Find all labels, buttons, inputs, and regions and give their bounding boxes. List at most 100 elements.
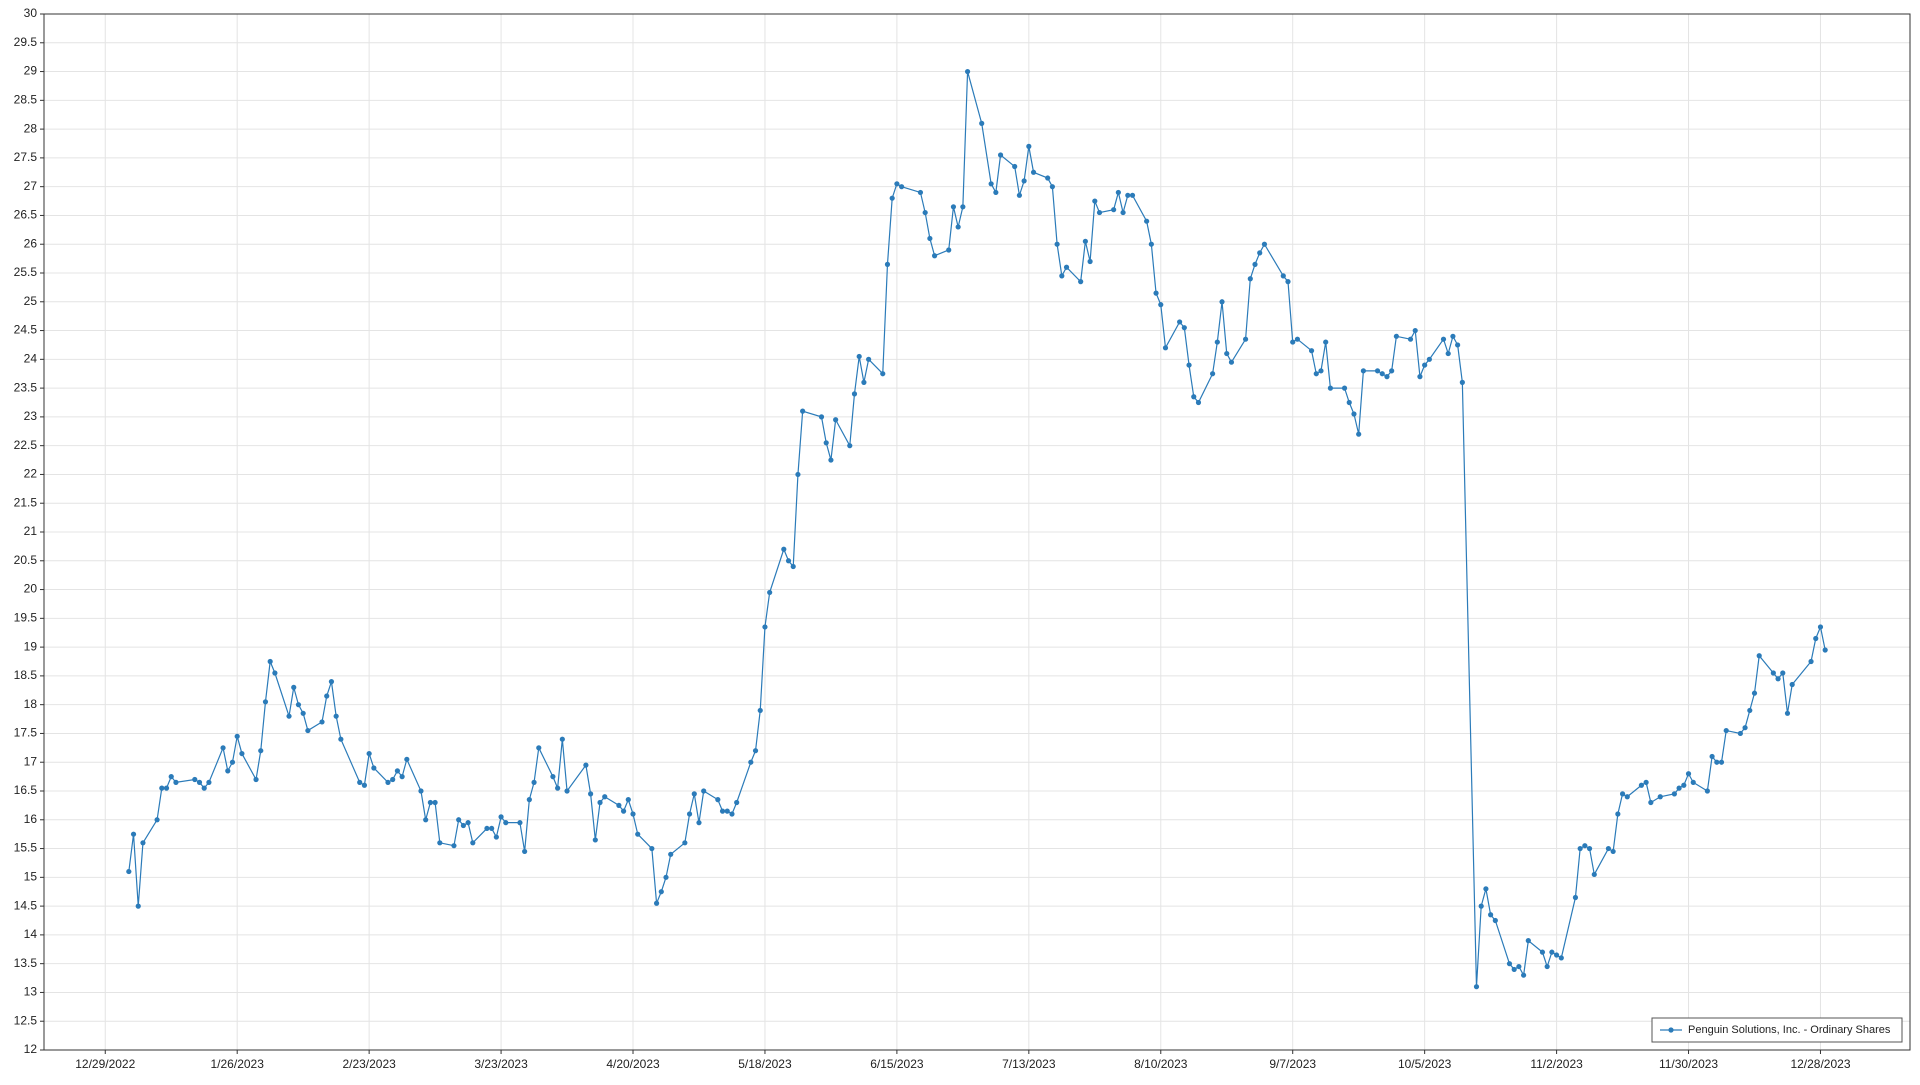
- data-point: [1087, 258, 1093, 265]
- x-tick-label: 10/5/2023: [1398, 1057, 1452, 1071]
- y-tick-label: 26: [24, 236, 38, 250]
- data-point: [1780, 670, 1786, 676]
- data-point: [559, 736, 565, 742]
- data-point: [1021, 178, 1027, 184]
- data-point: [126, 868, 132, 875]
- data-point: [997, 152, 1004, 158]
- data-point: [1016, 192, 1023, 198]
- data-point: [338, 736, 344, 742]
- data-point: [1817, 624, 1824, 630]
- data-point: [1111, 207, 1117, 213]
- data-point: [470, 840, 476, 846]
- data-point: [950, 204, 957, 210]
- data-point: [498, 814, 504, 820]
- data-point: [1280, 273, 1286, 279]
- data-point: [682, 840, 688, 846]
- data-point: [790, 563, 796, 570]
- y-tick-label: 27.5: [14, 150, 38, 164]
- y-tick-label: 29: [24, 64, 38, 78]
- data-point: [1586, 845, 1593, 852]
- data-point: [1374, 368, 1381, 374]
- data-point: [258, 748, 264, 754]
- data-point: [1488, 912, 1494, 918]
- data-point: [762, 624, 768, 630]
- data-point: [1756, 653, 1762, 659]
- data-point: [1459, 379, 1465, 385]
- y-tick-label: 13.5: [14, 956, 38, 970]
- data-point: [385, 779, 391, 785]
- data-point: [1210, 371, 1216, 377]
- data-point: [1012, 163, 1018, 170]
- data-point: [955, 224, 961, 230]
- data-point: [625, 797, 631, 803]
- data-point: [922, 209, 928, 216]
- data-point: [173, 779, 179, 785]
- data-point: [305, 727, 311, 734]
- data-point: [366, 750, 372, 757]
- data-point: [818, 414, 825, 420]
- data-point: [390, 776, 396, 783]
- data-point: [1492, 917, 1498, 924]
- data-point: [1685, 771, 1692, 777]
- data-point: [866, 356, 872, 362]
- data-point: [1808, 658, 1814, 665]
- data-point: [1261, 241, 1268, 247]
- x-tick-label: 6/15/2023: [870, 1057, 924, 1071]
- data-point: [1148, 241, 1154, 247]
- data-point: [394, 768, 401, 774]
- data-point: [781, 546, 787, 552]
- data-point: [1092, 198, 1098, 204]
- data-point: [1407, 336, 1414, 342]
- data-point: [225, 768, 231, 774]
- x-tick-label: 7/13/2023: [1002, 1057, 1056, 1071]
- data-point: [220, 745, 226, 751]
- data-point: [229, 759, 236, 765]
- data-point: [1162, 345, 1169, 351]
- data-point: [823, 440, 829, 446]
- y-tick-label: 15.5: [14, 841, 38, 855]
- data-point: [1450, 333, 1456, 339]
- data-point: [1784, 710, 1791, 716]
- y-tick-label: 28.5: [14, 93, 38, 107]
- data-point: [206, 779, 212, 785]
- plot-frame: [43, 13, 1911, 1051]
- data-point: [555, 785, 561, 791]
- data-point: [1356, 431, 1362, 437]
- legend-label: Penguin Solutions, Inc. - Ordinary Share…: [1688, 1024, 1891, 1036]
- data-point: [465, 820, 471, 826]
- data-point: [946, 247, 952, 253]
- data-point: [564, 788, 570, 794]
- data-point: [620, 808, 627, 814]
- y-tick-label: 18.5: [14, 668, 38, 682]
- data-point: [1813, 635, 1819, 642]
- y-tick-label: 17: [24, 754, 38, 768]
- y-tick-label: 29.5: [14, 35, 38, 49]
- data-point: [361, 782, 368, 788]
- data-point: [795, 471, 801, 478]
- data-point: [437, 840, 443, 846]
- data-point: [371, 765, 377, 771]
- y-tick-label: 18: [24, 697, 38, 711]
- data-point: [168, 774, 174, 780]
- y-tick-label: 12: [24, 1042, 38, 1056]
- data-point: [658, 889, 664, 895]
- data-point: [988, 181, 994, 187]
- y-tick-label: 13: [24, 985, 38, 999]
- x-tick-label: 11/30/2023: [1659, 1057, 1718, 1071]
- data-point: [300, 710, 306, 716]
- data-point: [357, 779, 363, 785]
- data-point: [1549, 949, 1555, 955]
- data-point: [1553, 952, 1560, 958]
- data-point: [847, 443, 853, 449]
- data-point: [1045, 175, 1051, 181]
- data-point: [1078, 279, 1084, 285]
- data-point: [1516, 963, 1522, 970]
- data-point: [1351, 411, 1357, 417]
- data-point: [1308, 348, 1315, 354]
- data-point: [1511, 966, 1517, 973]
- data-point: [1195, 399, 1202, 406]
- data-point: [691, 791, 697, 797]
- data-point: [1478, 903, 1484, 909]
- data-point: [1153, 290, 1159, 296]
